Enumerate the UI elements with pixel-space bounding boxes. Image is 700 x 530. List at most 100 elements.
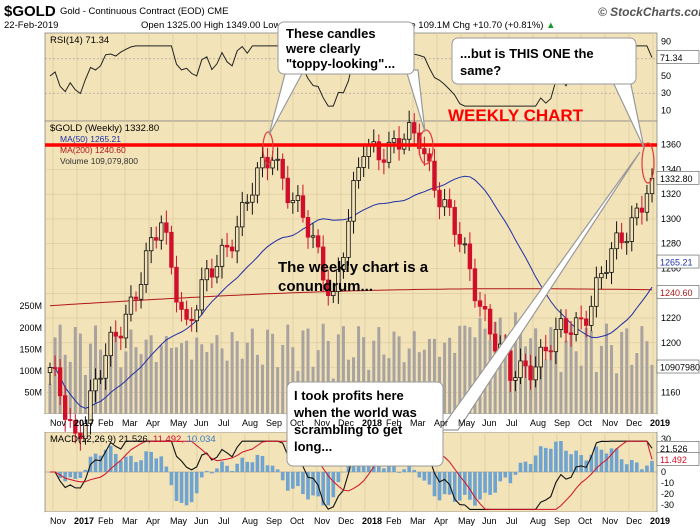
instrument-name: Gold - Continuous Contract (EOD) CME <box>60 6 228 17</box>
macd-hist-bar <box>498 472 503 482</box>
x-tick-label: 2019 <box>650 418 670 428</box>
volume-bar <box>286 324 290 414</box>
candle-body <box>68 419 73 422</box>
candle-body <box>553 329 559 353</box>
macd-hist-bar <box>93 453 98 472</box>
volume-bar <box>599 345 603 414</box>
macd-hist-bar <box>316 472 320 497</box>
candle-body <box>295 195 301 201</box>
ma200-tag-bg <box>656 285 700 299</box>
macd-hist-bar <box>513 472 518 475</box>
volume-bar <box>195 337 199 414</box>
candle-body <box>452 207 457 235</box>
candle-body <box>609 248 614 273</box>
volume-bar <box>124 351 128 414</box>
x-tick-label: Nov <box>50 418 67 428</box>
candle-body <box>270 159 275 169</box>
candle-body <box>584 318 589 326</box>
macd-tick-label: -20 <box>661 489 674 499</box>
x-tick-label: Jun <box>482 418 497 428</box>
macd-hist-bar <box>78 472 83 478</box>
volume-bar <box>630 364 634 414</box>
volume-bar <box>63 354 67 414</box>
volume-tick-label: 100M <box>19 366 42 376</box>
x-tick-label: Sep <box>554 516 570 526</box>
macd-hist-bar <box>83 469 88 472</box>
candle-body <box>219 244 225 267</box>
volume-bar <box>579 365 583 414</box>
volume-bar <box>215 335 219 414</box>
x-tick-label: Oct <box>290 516 305 526</box>
volume-bar <box>73 327 77 414</box>
macd-hist-bar <box>457 472 462 501</box>
macd-hist-bar <box>149 451 153 472</box>
ma50-tag-bg <box>656 254 700 269</box>
x-tick-label: Jul <box>218 516 230 526</box>
macd-hist-bar <box>412 469 417 472</box>
volume-bar <box>266 329 270 414</box>
x-tick-label: Nov <box>602 418 619 428</box>
macd-hist-bar <box>392 466 396 472</box>
candle-body <box>148 237 154 252</box>
candle-body <box>437 189 442 208</box>
rsi-tick-label: 50 <box>661 71 671 81</box>
macd-hist-bar <box>169 472 174 486</box>
volume-bar <box>129 329 133 414</box>
x-tick-label: Aug <box>530 516 546 526</box>
volume-bar <box>539 358 543 414</box>
volume-bar <box>625 328 629 414</box>
candle-body <box>462 243 468 246</box>
macd-hist-bar <box>387 464 391 472</box>
signal-tag: 11.492 <box>660 455 687 465</box>
macd-hist-bar <box>579 455 583 472</box>
volume-bar <box>336 334 340 414</box>
x-tick-label: Feb <box>98 418 114 428</box>
macd-legend: MACD(12,26,9) 21.526, 11.492, 10.034 <box>50 434 216 445</box>
candle-body <box>300 195 306 218</box>
x-tick-label: Feb <box>98 516 114 526</box>
conundrum-note-line1: The weekly chart is a <box>278 259 429 276</box>
candle-body <box>629 217 634 242</box>
volume-tick-label: 150M <box>19 344 42 354</box>
candle-body <box>578 317 584 320</box>
candle-body <box>184 309 189 320</box>
candle-body <box>523 360 528 367</box>
macd-hist-bar <box>194 472 199 494</box>
candle-body <box>336 269 341 292</box>
candle-body <box>194 309 199 322</box>
macd-hist-bar <box>250 462 255 472</box>
volume-bar <box>427 338 431 414</box>
macd-hist-bar <box>564 450 568 472</box>
candle-body <box>548 350 554 353</box>
candle-body <box>376 141 382 161</box>
candle-body <box>624 241 629 244</box>
x-tick-label: Mar <box>122 418 138 428</box>
macd-hist-bar <box>533 455 538 472</box>
volume-bar <box>271 333 275 414</box>
macd-hist-bar <box>483 472 487 493</box>
volume-bar <box>230 332 234 414</box>
macd-hist-bar <box>306 472 310 500</box>
x-tick-label: 2018 <box>362 418 382 428</box>
volume-bar <box>392 331 396 414</box>
candle-body <box>255 167 260 196</box>
x-tick-label: Apr <box>434 516 448 526</box>
volume-bar <box>220 348 224 414</box>
macd-hist-bar <box>427 472 432 485</box>
volume-bar <box>169 348 173 414</box>
x-tick-label: Apr <box>146 516 160 526</box>
volume-bar <box>524 346 528 414</box>
price-tick-label: 1160 <box>661 387 680 397</box>
candle-body <box>614 232 619 250</box>
macd-hist-bar <box>205 470 209 472</box>
x-tick-label: Nov <box>602 516 619 526</box>
macd-hist-bar <box>235 463 239 472</box>
candle-body <box>305 217 311 238</box>
macd-hist-bar <box>503 472 508 478</box>
macd-hist-bar <box>321 472 325 506</box>
volume-bar <box>594 371 598 414</box>
volume-bar <box>604 323 608 414</box>
x-tick-label: Mar <box>410 418 426 428</box>
last-price-tag-bg <box>656 170 700 185</box>
candles-note-line2: were clearly <box>285 41 361 56</box>
